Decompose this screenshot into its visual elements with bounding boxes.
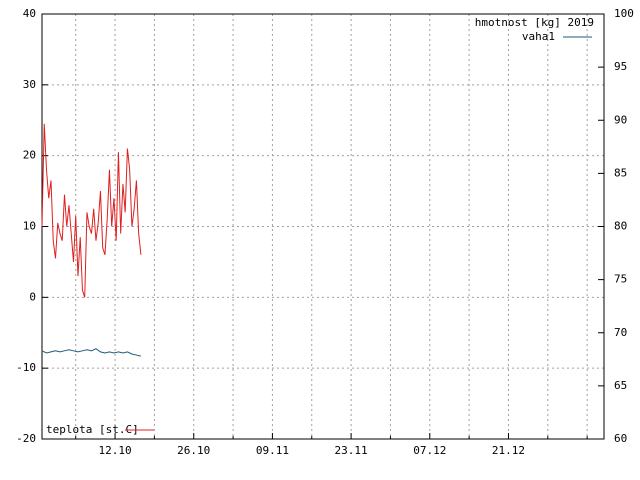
y-tick-label: 40 xyxy=(23,7,36,20)
x-tick-label: 23.11 xyxy=(335,444,368,457)
x-tick-label: 12.10 xyxy=(98,444,131,457)
y-tick-label: -10 xyxy=(16,361,36,374)
y2-tick-label: 75 xyxy=(614,273,627,286)
key-title: hmotnost [kg] 2019 xyxy=(475,16,594,29)
y2-tick-label: 95 xyxy=(614,60,627,73)
legend-label: vaha1 xyxy=(522,30,555,43)
y-tick-label: 0 xyxy=(29,290,36,303)
y2-tick-label: 65 xyxy=(614,379,627,392)
y-tick-label: 20 xyxy=(23,149,36,162)
y2-tick-label: 85 xyxy=(614,166,627,179)
y2-tick-label: 80 xyxy=(614,220,627,233)
series-line xyxy=(41,123,142,298)
y-tick-label: 30 xyxy=(23,78,36,91)
y-tick-label: -20 xyxy=(16,432,36,445)
legend-label: teplota [st.C] xyxy=(46,423,139,436)
y2-tick-label: 100 xyxy=(614,7,634,20)
x-tick-label: 26.10 xyxy=(177,444,210,457)
y2-tick-label: 60 xyxy=(614,432,627,445)
x-tick-label: 21.12 xyxy=(492,444,525,457)
y2-tick-label: 90 xyxy=(614,113,627,126)
y2-tick-label: 70 xyxy=(614,326,627,339)
series-line xyxy=(41,348,142,357)
x-tick-label: 07.12 xyxy=(413,444,446,457)
x-tick-label: 09.11 xyxy=(256,444,289,457)
y-tick-label: 10 xyxy=(23,220,36,233)
